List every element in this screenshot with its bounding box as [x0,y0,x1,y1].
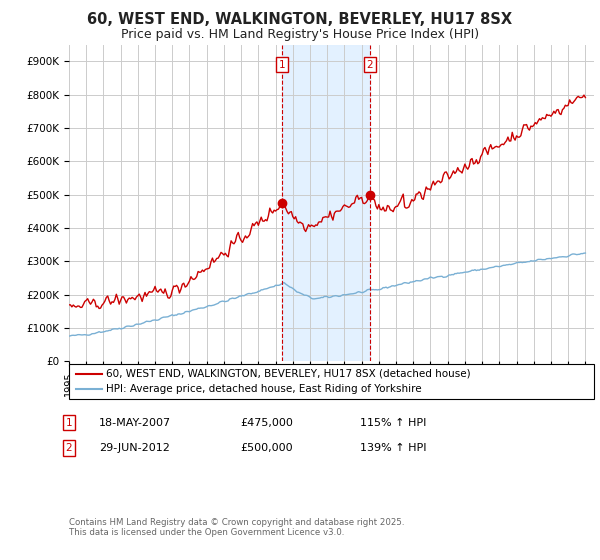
Text: 60, WEST END, WALKINGTON, BEVERLEY, HU17 8SX: 60, WEST END, WALKINGTON, BEVERLEY, HU17… [88,12,512,27]
Text: 139% ↑ HPI: 139% ↑ HPI [360,443,427,453]
Bar [282,45,370,361]
Text: 1: 1 [279,60,286,70]
Text: 29-JUN-2012: 29-JUN-2012 [99,443,170,453]
Text: Contains HM Land Registry data © Crown copyright and database right 2025.
This d: Contains HM Land Registry data © Crown c… [69,518,404,538]
Text: HPI: Average price, detached house, East Riding of Yorkshire: HPI: Average price, detached house, East… [106,384,422,394]
Text: £500,000: £500,000 [240,443,293,453]
Text: 115% ↑ HPI: 115% ↑ HPI [360,418,427,428]
Text: 2: 2 [65,443,73,453]
Text: Price paid vs. HM Land Registry's House Price Index (HPI): Price paid vs. HM Land Registry's House … [121,28,479,41]
Text: 1: 1 [65,418,73,428]
Text: 2: 2 [367,60,373,70]
Text: 60, WEST END, WALKINGTON, BEVERLEY, HU17 8SX (detached house): 60, WEST END, WALKINGTON, BEVERLEY, HU17… [106,368,471,379]
Text: £475,000: £475,000 [240,418,293,428]
Text: 18-MAY-2007: 18-MAY-2007 [99,418,171,428]
